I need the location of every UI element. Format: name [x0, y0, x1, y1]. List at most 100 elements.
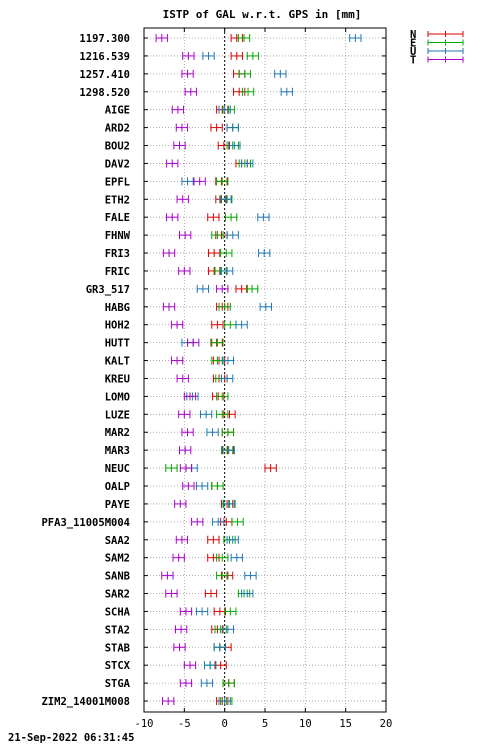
- point-t: [165, 589, 178, 598]
- point-u: [199, 410, 213, 419]
- point-u: [257, 213, 270, 222]
- x-tick-label: -10: [135, 718, 154, 730]
- station-label: 1216.539: [79, 51, 130, 63]
- point-u: [349, 34, 362, 42]
- point-e: [216, 571, 229, 580]
- point-n: [208, 249, 221, 258]
- point-t: [183, 661, 197, 670]
- point-e: [211, 356, 224, 365]
- point-u: [196, 284, 210, 293]
- point-e: [218, 302, 231, 311]
- point-t: [170, 356, 184, 365]
- point-u: [241, 589, 254, 598]
- point-u: [220, 266, 234, 275]
- point-t: [170, 320, 184, 329]
- point-u: [274, 69, 287, 78]
- point-t: [181, 69, 194, 78]
- point-t: [178, 410, 191, 419]
- point-n: [235, 284, 248, 293]
- point-t: [176, 195, 189, 204]
- point-n: [210, 123, 223, 132]
- point-u: [181, 177, 194, 186]
- point-t: [162, 302, 176, 311]
- point-t: [187, 338, 200, 347]
- point-e: [224, 320, 237, 329]
- station-label: FRI3: [105, 248, 130, 260]
- point-u: [235, 320, 248, 329]
- x-tick-label: 15: [339, 718, 352, 730]
- point-t: [178, 446, 192, 455]
- station-label: SCHA: [105, 606, 131, 618]
- point-u: [213, 643, 226, 652]
- point-u: [220, 374, 234, 383]
- legend-label-n: N: [410, 29, 416, 41]
- point-u: [244, 571, 257, 580]
- point-t: [174, 499, 187, 508]
- x-tick-label: 20: [380, 718, 393, 730]
- point-t: [172, 553, 185, 562]
- point-u: [226, 535, 239, 544]
- data-marks: [155, 34, 362, 706]
- point-e: [241, 87, 255, 96]
- point-e: [165, 464, 178, 473]
- x-tick-label: -5: [178, 718, 191, 730]
- point-t: [174, 625, 188, 634]
- point-t: [176, 374, 189, 383]
- point-t: [166, 159, 179, 168]
- point-e: [211, 338, 224, 347]
- legend-label-t: T: [410, 55, 416, 67]
- station-label: FALE: [105, 212, 130, 224]
- station-label: NEUC: [105, 463, 130, 475]
- point-u: [258, 249, 271, 258]
- station-label: STGA: [105, 678, 131, 690]
- station-label: FRIC: [105, 266, 130, 278]
- point-u: [222, 446, 235, 455]
- station-label: STAB: [105, 642, 130, 654]
- station-label: 1257.410: [79, 69, 130, 81]
- x-tick-label: 5: [262, 718, 268, 730]
- point-u: [206, 428, 219, 437]
- point-e: [224, 607, 237, 616]
- point-u: [223, 499, 236, 508]
- station-label: HABG: [105, 302, 130, 314]
- point-e: [216, 177, 229, 186]
- point-e: [231, 517, 244, 526]
- point-e: [220, 249, 233, 258]
- point-u: [218, 697, 231, 706]
- point-t: [183, 392, 197, 401]
- point-u: [280, 87, 293, 96]
- point-t: [193, 177, 206, 186]
- point-t: [173, 141, 186, 150]
- point-n: [230, 51, 243, 60]
- station-label: SANB: [105, 571, 130, 583]
- point-t: [179, 607, 193, 616]
- point-t: [173, 643, 186, 652]
- point-u: [200, 679, 214, 688]
- point-t: [179, 679, 193, 688]
- point-e: [221, 428, 235, 437]
- x-ticks: -10 -5 0 5 10 15 20: [135, 28, 393, 730]
- station-label: 1298.520: [79, 87, 130, 99]
- x-tick-label: 10: [299, 718, 312, 730]
- legend-label-e: E: [410, 38, 416, 50]
- station-label: HUTT: [105, 338, 130, 350]
- point-u: [241, 159, 254, 168]
- point-t: [178, 231, 192, 240]
- point-n: [204, 589, 218, 598]
- station-label: KALT: [105, 356, 130, 368]
- station-label: DAV2: [105, 158, 130, 170]
- point-e: [216, 553, 229, 562]
- station-label: 1197.300: [79, 33, 130, 45]
- point-t: [162, 697, 175, 706]
- point-n: [207, 213, 220, 222]
- point-e: [211, 231, 224, 240]
- point-e: [246, 51, 260, 60]
- station-label: PFA3_11005M004: [41, 517, 130, 529]
- station-label: AIGE: [105, 105, 130, 117]
- station-label: HOH2: [105, 320, 130, 332]
- station-label: KREU: [105, 373, 130, 385]
- point-t: [178, 266, 191, 275]
- point-u: [195, 607, 209, 616]
- point-e: [216, 410, 229, 419]
